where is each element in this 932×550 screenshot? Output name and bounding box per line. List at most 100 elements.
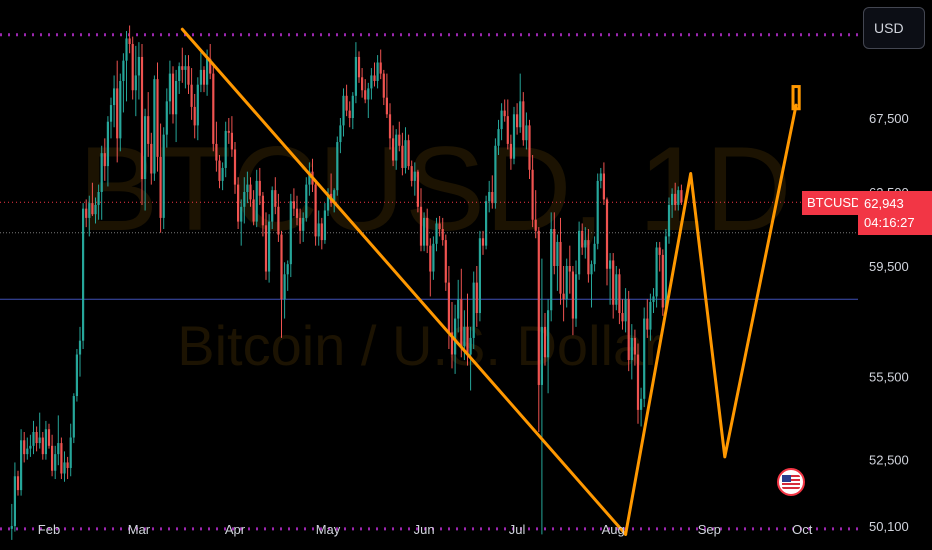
candle: [215, 121, 218, 172]
candle: [274, 177, 277, 215]
candle: [162, 127, 165, 229]
candle: [100, 145, 103, 220]
candles: [10, 25, 683, 540]
candle: [370, 68, 373, 100]
candle: [568, 245, 571, 294]
candle: [444, 234, 447, 291]
candle: [193, 93, 196, 139]
target-box-drawing[interactable]: [791, 85, 801, 111]
candle: [175, 69, 178, 143]
candle: [416, 169, 419, 213]
candle: [441, 217, 444, 246]
candle: [404, 127, 407, 174]
candle: [398, 121, 401, 152]
candle: [283, 262, 286, 319]
candle: [134, 45, 137, 117]
candle: [522, 92, 525, 146]
candle: [29, 434, 32, 457]
candle: [357, 51, 361, 83]
candle: [113, 75, 116, 128]
currency-button[interactable]: USD: [863, 7, 925, 49]
candle: [562, 266, 565, 322]
candle: [212, 66, 215, 152]
candle: [401, 132, 404, 176]
candle: [221, 162, 224, 191]
us-flag-icon[interactable]: [777, 468, 805, 496]
candle: [618, 268, 621, 325]
candle: [187, 55, 190, 94]
price-tag: 62,943 04:16:27: [858, 191, 932, 235]
candle: [559, 217, 562, 305]
candle: [150, 132, 153, 185]
candle: [503, 99, 506, 122]
candle: [91, 182, 94, 217]
candle: [633, 329, 636, 366]
candle: [227, 118, 230, 144]
candle: [528, 119, 531, 180]
candle: [537, 227, 540, 432]
candle: [78, 326, 82, 377]
candle: [32, 420, 35, 455]
candle: [159, 123, 162, 233]
candle: [69, 423, 72, 477]
candle: [224, 121, 227, 178]
candle: [153, 75, 156, 181]
candle: [376, 55, 379, 89]
candle: [137, 42, 140, 100]
candle: [168, 60, 171, 115]
candle: [519, 73, 522, 133]
candle: [44, 420, 47, 460]
candle: [584, 227, 587, 259]
candle: [237, 177, 240, 229]
candle: [314, 180, 317, 246]
candle: [190, 68, 193, 120]
candle: [671, 188, 674, 218]
candle: [547, 299, 550, 394]
candle: [35, 426, 38, 452]
candle: [57, 415, 60, 466]
x-axis[interactable]: Feb Mar Apr May Jun Jul Aug Sep Oct: [38, 522, 813, 537]
candle: [116, 60, 119, 163]
drawings[interactable]: [180, 27, 801, 536]
candle: [379, 49, 382, 80]
candle: [249, 177, 252, 207]
candle: [178, 62, 181, 94]
x-tick-label: Jul: [509, 522, 526, 537]
candle: [664, 229, 667, 314]
candle: [51, 434, 54, 477]
candle: [280, 230, 283, 338]
candle: [339, 118, 342, 154]
candle: [252, 190, 255, 226]
candle: [268, 214, 271, 283]
candle: [233, 142, 237, 194]
candle: [382, 69, 385, 106]
candle: [326, 188, 330, 217]
last-price: 62,943: [864, 196, 904, 211]
candle: [630, 324, 633, 380]
symbol-tag: BTCUSD: [802, 191, 866, 215]
candle: [295, 195, 299, 226]
candle: [599, 167, 602, 189]
candle: [475, 266, 478, 327]
candle: [497, 119, 500, 155]
candle: [426, 208, 429, 254]
candle: [540, 258, 543, 535]
candle: [612, 253, 615, 319]
zigzag-projection-drawing[interactable]: [624, 103, 798, 536]
candle: [395, 129, 398, 170]
candle: [240, 199, 243, 246]
candle: [131, 36, 134, 100]
candle: [26, 437, 29, 460]
candle: [264, 212, 268, 280]
candle: [202, 66, 206, 93]
candle: [20, 429, 23, 496]
candle: [534, 190, 537, 239]
trend-line-drawing[interactable]: [180, 27, 628, 536]
flag-canton: [782, 475, 791, 482]
candle: [196, 77, 199, 141]
candle: [472, 271, 475, 349]
x-tick-label: Feb: [38, 522, 60, 537]
candle: [361, 68, 364, 98]
